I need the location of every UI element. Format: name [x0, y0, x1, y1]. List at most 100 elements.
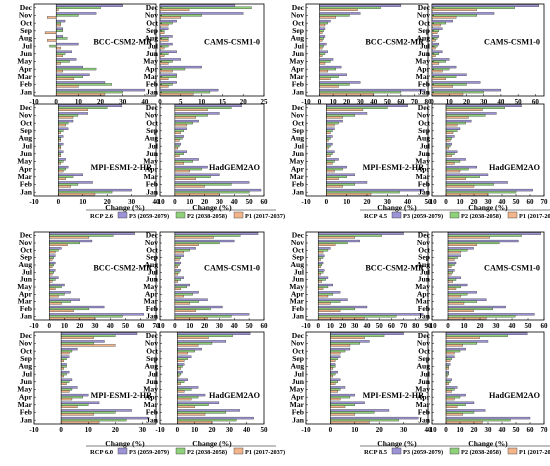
- x-tick-label: 0: [54, 98, 58, 106]
- month-tick-label: Jul: [22, 267, 32, 276]
- month-tick-label: Jan: [20, 187, 33, 196]
- bar: [431, 88, 502, 92]
- bar: [319, 4, 402, 7]
- legend-entry-label: P2 (2038-2058): [187, 213, 227, 220]
- bar: [445, 372, 449, 376]
- bar: [445, 173, 489, 176]
- bar: [330, 355, 341, 358]
- bar: [445, 127, 461, 130]
- month-tick-label: Feb: [20, 180, 32, 189]
- bar: [177, 355, 192, 358]
- bar: [60, 365, 67, 368]
- bar: [445, 340, 489, 343]
- bar: [174, 280, 179, 283]
- x-tick-label: 50: [513, 426, 521, 434]
- model-name-label: HadGEM2AO: [209, 163, 260, 172]
- bar: [318, 309, 341, 312]
- x-tick-label: 10: [75, 98, 83, 106]
- bar: [319, 60, 331, 63]
- bar: [159, 39, 169, 42]
- month-tick-label: Mar: [416, 172, 431, 181]
- panel-frame: [305, 3, 429, 97]
- bar: [319, 6, 381, 9]
- panel-frame: [431, 3, 545, 97]
- bar: [326, 167, 343, 171]
- month-tick-label: Sep: [146, 26, 158, 35]
- bar: [326, 142, 333, 146]
- bar: [445, 190, 517, 194]
- month-tick-label: Sep: [146, 126, 158, 135]
- bar: [330, 411, 375, 414]
- x-tick-label: 0: [329, 426, 333, 434]
- month-tick-label: Mar: [290, 172, 305, 181]
- x-tick-label: 0: [444, 426, 448, 434]
- bar: [60, 344, 116, 347]
- bar: [58, 177, 66, 180]
- bar: [318, 261, 324, 265]
- month-tick-label: Dec: [418, 103, 431, 112]
- bar: [49, 285, 62, 289]
- bar: [56, 27, 64, 30]
- bar: [445, 416, 531, 420]
- legend-swatch: [175, 211, 186, 219]
- bar: [445, 158, 466, 161]
- bar: [60, 380, 70, 383]
- bar: [174, 108, 208, 111]
- month-tick-label: Nov: [19, 111, 32, 120]
- bar: [60, 397, 73, 401]
- x-tick-label: 10: [351, 426, 359, 434]
- bar: [330, 359, 336, 362]
- bar: [318, 300, 341, 303]
- bar: [56, 75, 83, 78]
- x-tick-label: 30: [400, 426, 408, 434]
- month-tick-label: Nov: [19, 339, 32, 348]
- bar: [431, 58, 450, 61]
- x-tick-label: 10: [327, 322, 335, 330]
- bar: [447, 305, 506, 309]
- legend-entry-label: P2 (2038-2058): [187, 449, 227, 456]
- x-axis-label: Change (%): [468, 439, 508, 448]
- bar: [58, 139, 62, 142]
- x-tick-label: 20: [376, 426, 384, 434]
- x-tick-label: -10: [29, 322, 39, 330]
- bar: [174, 278, 181, 281]
- bar: [318, 254, 325, 257]
- bar: [445, 162, 455, 165]
- legend-entry-label: P2 (2038-2058): [461, 449, 501, 456]
- bar: [60, 390, 70, 393]
- month-tick-label: Nov: [19, 238, 32, 247]
- bar: [60, 363, 67, 366]
- bar: [177, 411, 227, 414]
- bar: [445, 413, 463, 416]
- bar: [174, 315, 232, 318]
- bar: [445, 401, 475, 404]
- bar: [318, 251, 324, 254]
- bar: [330, 401, 365, 404]
- bar: [60, 393, 89, 397]
- bar: [56, 60, 70, 63]
- bar: [431, 50, 443, 53]
- panel-frame: [431, 331, 545, 425]
- month-tick-label: Feb: [146, 180, 158, 189]
- bar: [159, 23, 169, 27]
- bar: [447, 309, 474, 312]
- x-tick-label: -10: [155, 426, 165, 434]
- legend-swatch: [507, 447, 518, 455]
- month-tick-label: Nov: [19, 11, 32, 20]
- month-tick-label: Apr: [291, 164, 305, 173]
- x-tick-label: 20: [240, 98, 248, 106]
- bar: [174, 298, 208, 301]
- panel-frame: [305, 231, 429, 321]
- bar: [431, 90, 484, 94]
- x-tick-label: 0: [325, 198, 329, 206]
- bar: [447, 269, 455, 272]
- bar: [431, 16, 457, 19]
- bar: [445, 167, 469, 171]
- x-tick-label: 40: [370, 98, 378, 106]
- legend: RCP 8.5 P3 (2059-2079) P2 (2038-2058) P1 (2…: [360, 445, 550, 456]
- month-tick-label: Mar: [416, 400, 431, 409]
- bar: [174, 295, 184, 298]
